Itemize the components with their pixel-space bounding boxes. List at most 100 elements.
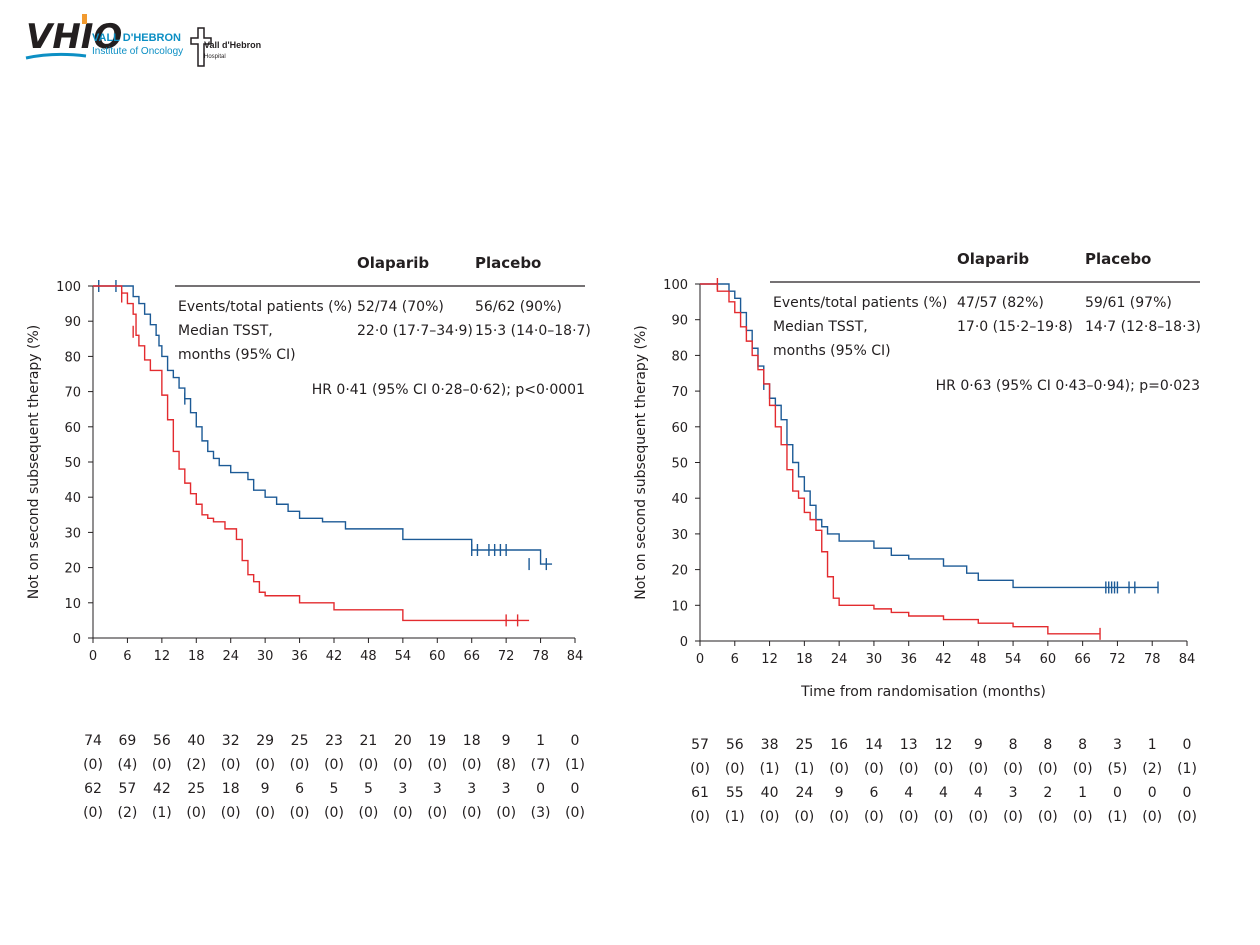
x-tick-label: 66 (1074, 652, 1091, 667)
risk-placebo-censored: (0) (760, 809, 780, 825)
risk-placebo-censored: (0) (934, 809, 954, 825)
risk-olaparib-at-risk: 18 (463, 733, 481, 749)
series-line-olaparib (93, 285, 553, 565)
risk-olaparib-at-risk: 57 (691, 737, 709, 753)
risk-placebo-at-risk: 5 (330, 781, 339, 797)
risk-placebo-censored: (0) (393, 805, 413, 821)
table-row2-label-cont: months (95% CI) (178, 347, 296, 363)
risk-placebo-censored: (0) (496, 805, 516, 821)
risk-olaparib-censored: (4) (118, 757, 138, 773)
x-tick-label: 30 (866, 652, 883, 667)
x-tick-label: 24 (831, 652, 848, 667)
risk-placebo-censored: (3) (531, 805, 551, 821)
x-tick-label: 0 (89, 649, 97, 664)
y-tick-label: 100 (56, 280, 81, 295)
risk-olaparib-censored: (0) (462, 757, 482, 773)
risk-olaparib-censored: (0) (934, 761, 954, 777)
y-tick-label: 100 (663, 278, 688, 293)
risk-placebo-censored: (0) (255, 805, 275, 821)
risk-placebo-at-risk: 3 (1009, 785, 1018, 801)
vhio-logo-text: VHIO (26, 17, 122, 57)
risk-olaparib-censored: (0) (1038, 761, 1058, 777)
risk-olaparib-at-risk: 8 (1009, 737, 1018, 753)
table-row2-label-cont: months (95% CI) (773, 343, 891, 359)
risk-olaparib-at-risk: 9 (974, 737, 983, 753)
vhio-logo-mark: VHIO (25, 14, 212, 67)
x-tick-label: 42 (935, 652, 952, 667)
table-row2-label: Median TSST, (178, 323, 273, 339)
risk-olaparib-at-risk: 25 (291, 733, 309, 749)
table-row2-olaparib: 17·0 (15·2–19·8) (957, 319, 1073, 335)
risk-olaparib-censored: (0) (725, 761, 745, 777)
y-tick-label: 10 (671, 599, 688, 614)
risk-olaparib-censored: (1) (794, 761, 814, 777)
risk-placebo-censored: (0) (968, 809, 988, 825)
risk-placebo-at-risk: 3 (433, 781, 442, 797)
risk-olaparib-at-risk: 1 (1148, 737, 1157, 753)
risk-olaparib-at-risk: 3 (1113, 737, 1122, 753)
risk-placebo-at-risk: 4 (939, 785, 948, 801)
risk-placebo-at-risk: 6 (295, 781, 304, 797)
risk-placebo-censored: (0) (324, 805, 344, 821)
risk-placebo-at-risk: 0 (1148, 785, 1157, 801)
x-tick-label: 84 (567, 649, 584, 664)
risk-olaparib-censored: (2) (1142, 761, 1162, 777)
y-tick-label: 60 (671, 421, 688, 436)
table-row1-label: Events/total patients (%) (773, 295, 947, 311)
risk-placebo-censored: (0) (864, 809, 884, 825)
y-tick-label: 0 (73, 632, 81, 647)
risk-placebo-at-risk: 0 (571, 781, 580, 797)
risk-placebo-at-risk: 9 (261, 781, 270, 797)
risk-olaparib-censored: (1) (565, 757, 585, 773)
x-tick-label: 0 (696, 652, 704, 667)
risk-placebo-censored: (0) (1003, 809, 1023, 825)
risk-placebo-at-risk: 55 (726, 785, 744, 801)
risk-olaparib-censored: (7) (531, 757, 551, 773)
risk-olaparib-at-risk: 8 (1043, 737, 1052, 753)
table-row1-placebo: 59/61 (97%) (1085, 295, 1172, 311)
x-tick-label: 72 (498, 649, 515, 664)
hazard-ratio-text: HR 0·41 (95% CI 0·28–0·62); p<0·0001 (312, 382, 585, 398)
risk-olaparib-at-risk: 14 (865, 737, 883, 753)
series-line-placebo (93, 285, 530, 622)
risk-olaparib-censored: (0) (83, 757, 103, 773)
x-tick-label: 18 (796, 652, 813, 667)
table-header-olaparib: Olaparib (957, 250, 1029, 268)
series-line-olaparib (700, 283, 1159, 589)
risk-placebo-censored: (0) (794, 809, 814, 825)
risk-olaparib-at-risk: 69 (119, 733, 137, 749)
table-row2-olaparib: 22·0 (17·7–34·9) (357, 323, 473, 339)
x-tick-label: 6 (123, 649, 131, 664)
risk-olaparib-censored: (0) (899, 761, 919, 777)
x-tick-label: 36 (291, 649, 308, 664)
risk-placebo-censored: (0) (186, 805, 206, 821)
risk-placebo-censored: (0) (359, 805, 379, 821)
risk-placebo-censored: (0) (1073, 809, 1093, 825)
risk-placebo-censored: (0) (899, 809, 919, 825)
risk-placebo-censored: (0) (462, 805, 482, 821)
risk-olaparib-at-risk: 13 (900, 737, 918, 753)
risk-olaparib-censored: (0) (393, 757, 413, 773)
table-row1-olaparib: 47/57 (82%) (957, 295, 1044, 311)
risk-olaparib-censored: (5) (1108, 761, 1128, 777)
table-row2-placebo: 14·7 (12·8–18·3) (1085, 319, 1201, 335)
risk-olaparib-at-risk: 16 (830, 737, 848, 753)
risk-placebo-at-risk: 2 (1043, 785, 1052, 801)
table-header-placebo: Placebo (475, 254, 541, 272)
risk-olaparib-at-risk: 40 (187, 733, 205, 749)
km-chart-right: 0 6 12 18 24 30 36 42 48 54 60 66 72 78 84010203040506… (633, 250, 1201, 825)
risk-olaparib-at-risk: 20 (394, 733, 412, 749)
x-tick-label: 78 (532, 649, 549, 664)
risk-olaparib-at-risk: 56 (726, 737, 744, 753)
risk-placebo-at-risk: 0 (536, 781, 545, 797)
vhio-name-line2: Institute of Oncology (92, 46, 184, 57)
x-tick-label: 36 (900, 652, 917, 667)
risk-olaparib-at-risk: 8 (1078, 737, 1087, 753)
y-axis-label: Not on second subsequent therapy (%) (633, 325, 649, 600)
risk-olaparib-censored: (0) (864, 761, 884, 777)
y-tick-label: 50 (64, 456, 81, 471)
table-row2-label: Median TSST, (773, 319, 868, 335)
risk-placebo-at-risk: 57 (119, 781, 137, 797)
y-tick-label: 20 (64, 562, 81, 577)
risk-olaparib-censored: (0) (829, 761, 849, 777)
